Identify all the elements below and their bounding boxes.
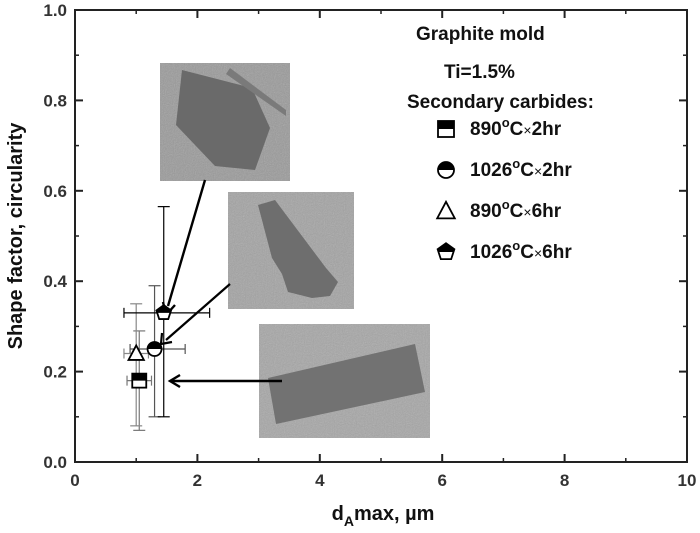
annotation-mold: Graphite mold [416, 24, 545, 45]
annotation-ti: Ti=1.5% [444, 62, 515, 83]
y-tick-label: 1.0 [43, 1, 67, 20]
x-tick-label: 10 [678, 471, 697, 490]
y-tick-label: 0.8 [43, 91, 67, 110]
x-axis-title-main: d [332, 503, 344, 525]
x-tick-label: 4 [315, 471, 325, 490]
data-point [127, 343, 146, 361]
y-tick-label: 0.4 [43, 272, 67, 291]
arrow-2 [159, 283, 231, 346]
micrograph-1 [160, 63, 290, 181]
legend-marker [437, 161, 455, 179]
data-point [146, 341, 163, 357]
x-tick-label: 8 [560, 471, 569, 490]
legend-marker [435, 199, 457, 220]
x-tick-label: 2 [193, 471, 202, 490]
legend-marker [437, 120, 455, 138]
legend-label: 1026oC×2hr [470, 156, 572, 181]
micrograph-2 [228, 192, 354, 309]
legend-label: 1026oC×6hr [470, 238, 572, 263]
x-axis-title-sub: A [344, 513, 354, 529]
x-tick-label: 0 [70, 471, 79, 490]
y-tick-label: 0.2 [43, 363, 67, 382]
y-tick-label: 0.6 [43, 182, 67, 201]
x-axis-title: dAmax, µm [332, 503, 435, 529]
legend-marker [436, 242, 456, 261]
micrograph-3 [259, 324, 430, 438]
annotation-carbides: Secondary carbides: [407, 92, 594, 113]
data-point [155, 304, 173, 320]
legend: 890oC×2hr 1026oC×2hr 890oC×6hr 1026oC×6hr [435, 115, 572, 263]
legend-label: 890oC×6hr [470, 197, 562, 222]
arrow-3 [167, 373, 282, 389]
x-axis-title-rest: max, µm [354, 503, 434, 525]
y-tick-label: 0.0 [43, 453, 67, 472]
data-point [131, 372, 148, 389]
y-axis-title: Shape factor, circularity [5, 122, 27, 350]
x-tick-label: 6 [437, 471, 446, 490]
legend-label: 890oC×2hr [470, 115, 562, 140]
